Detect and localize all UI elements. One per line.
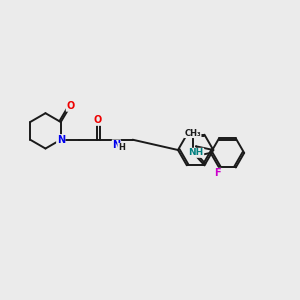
Text: N: N (112, 140, 121, 150)
Text: F: F (214, 168, 221, 178)
Text: CH₃: CH₃ (184, 128, 201, 137)
Text: NH: NH (188, 148, 204, 157)
Text: N: N (57, 135, 65, 145)
Text: O: O (93, 115, 101, 125)
Text: O: O (66, 101, 75, 111)
Text: H: H (118, 143, 125, 152)
